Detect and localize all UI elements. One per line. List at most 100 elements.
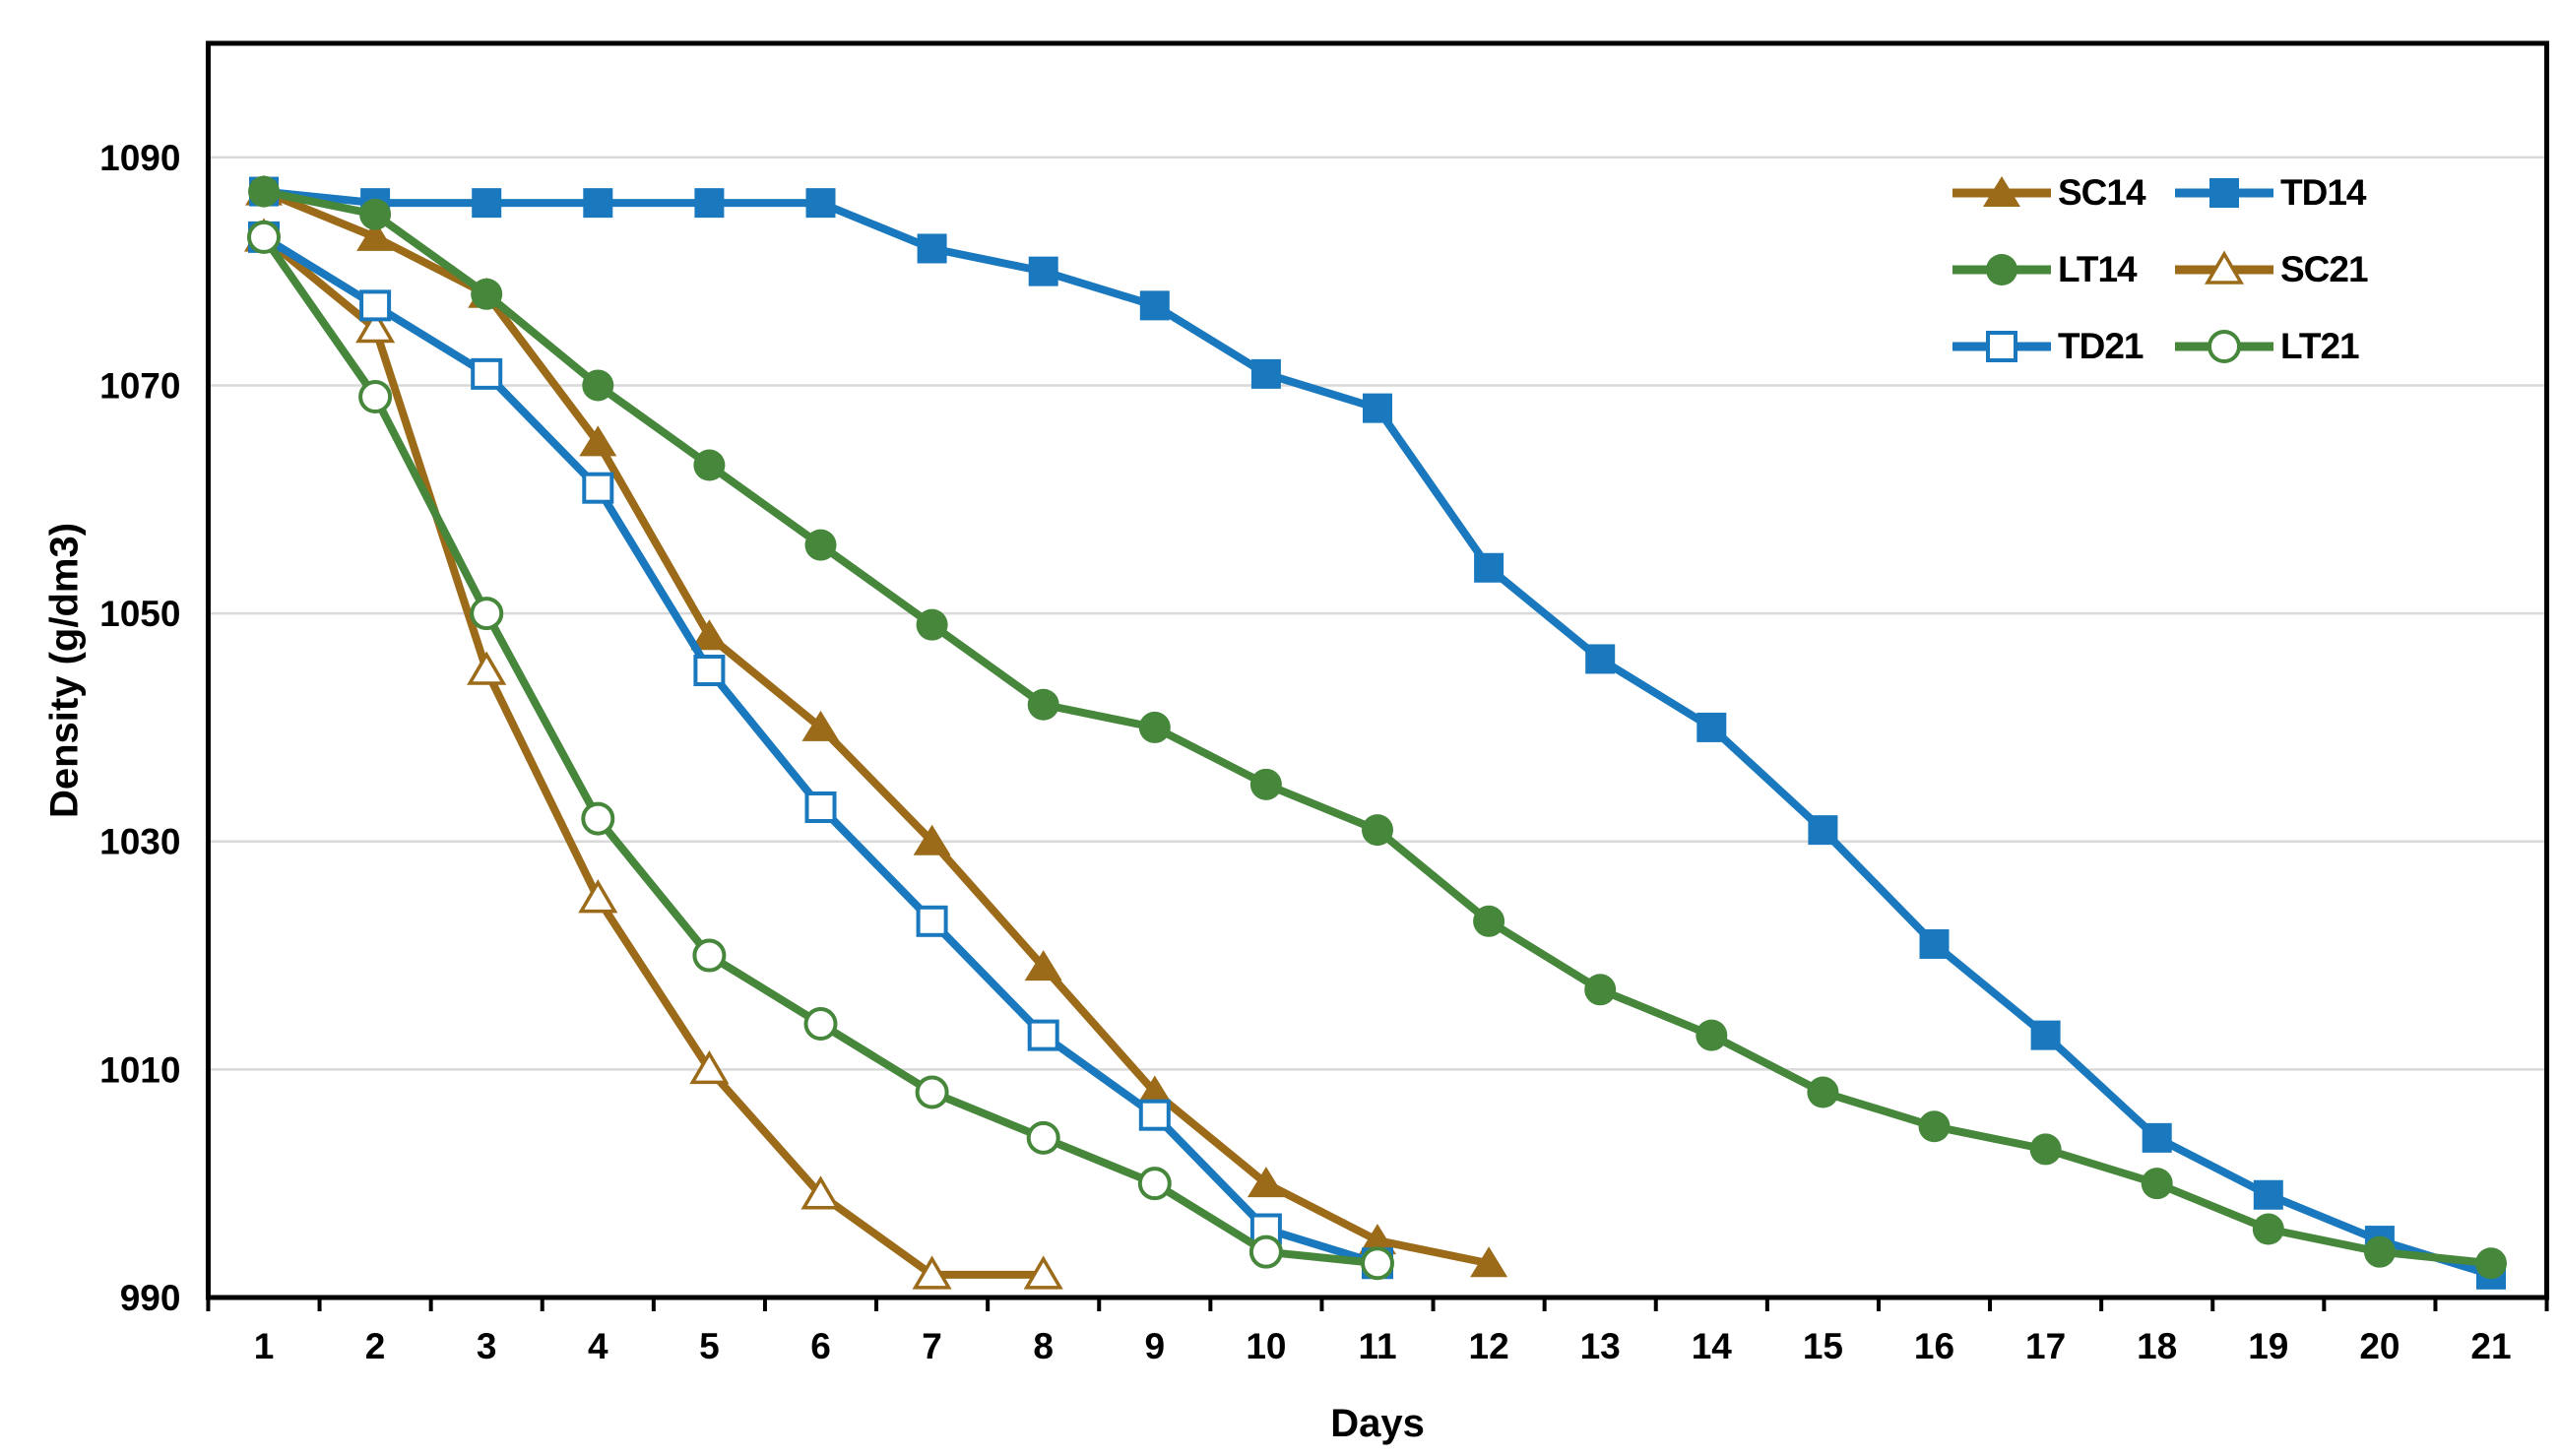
marker-LT14-day-13 — [1584, 974, 1617, 1006]
x-tick-label-6: 6 — [810, 1326, 831, 1366]
marker-LT14-day-5 — [693, 449, 726, 481]
legend-marker-sc14-icon — [1952, 176, 2051, 207]
marker-LT14-day-11 — [1362, 814, 1393, 847]
y-tick-label-990: 990 — [120, 1278, 181, 1318]
marker-SC14-day-2 — [356, 220, 395, 251]
marker-TD14-day-5 — [694, 188, 725, 219]
marker-LT14-day-1 — [248, 175, 280, 208]
marker-LT14-day-9 — [1138, 711, 1171, 743]
marker-LT14-day-21 — [2475, 1247, 2507, 1280]
x-tick-label-13: 13 — [1580, 1326, 1621, 1366]
marker-LT14-day-7 — [916, 608, 948, 641]
legend-marker-td14-icon — [2175, 178, 2273, 208]
marker-SC21-day-7 — [912, 1255, 952, 1290]
marker-SC14-day-9 — [1135, 1075, 1174, 1107]
marker-LT14-day-14 — [1696, 1019, 1728, 1051]
legend-label-lt21: LT21 — [2280, 326, 2360, 366]
x-tick-label-8: 8 — [1033, 1326, 1054, 1366]
x-tick-label-3: 3 — [477, 1326, 497, 1366]
marker-LT21-day-11 — [1361, 1246, 1394, 1281]
marker-TD21-day-6 — [804, 791, 837, 823]
marker-SC14-day-6 — [801, 710, 840, 741]
marker-TD21-day-8 — [1027, 1019, 1059, 1051]
marker-LT21-day-8 — [1026, 1120, 1060, 1155]
marker-LT14-day-20 — [2363, 1235, 2396, 1268]
legend-label-sc21: SC21 — [2280, 249, 2369, 289]
legend: SC14 TD14 LT14 SC21 TD21 LT21 — [1952, 155, 2398, 385]
marker-SC14-day-5 — [690, 619, 729, 651]
x-axis-title: Days — [1330, 1402, 1425, 1445]
marker-LT14-day-15 — [1807, 1076, 1839, 1108]
x-tick-label-11: 11 — [1358, 1326, 1396, 1366]
legend-label-lt14: LT14 — [2058, 249, 2138, 289]
y-axis-title: Density (g/dm3) — [42, 522, 87, 819]
y-tick-label-1090: 1090 — [99, 138, 180, 178]
marker-TD14-day-12 — [1474, 552, 1504, 583]
x-tick-label-18: 18 — [2137, 1326, 2177, 1366]
marker-LT21-day-10 — [1248, 1234, 1283, 1269]
marker-SC21-day-2 — [355, 309, 396, 344]
marker-TD14-day-4 — [583, 188, 613, 219]
legend-item-sc14: SC14 — [1952, 155, 2175, 231]
marker-SC14-day-7 — [913, 824, 951, 855]
marker-LT21-day-9 — [1137, 1167, 1172, 1201]
x-tick-label-17: 17 — [2025, 1326, 2066, 1366]
marker-TD14-day-11 — [1363, 393, 1392, 423]
marker-LT21-day-1 — [247, 220, 281, 254]
marker-LT14-day-6 — [804, 529, 837, 561]
series-line-LT21 — [260, 232, 1381, 1268]
marker-LT14-day-17 — [2029, 1133, 2062, 1166]
marker-LT21-day-4 — [581, 801, 615, 836]
plot-area-frame — [205, 40, 2550, 1300]
marker-LT14-day-3 — [471, 278, 503, 310]
series-line-SC21 — [260, 232, 1048, 1279]
marker-SC21-day-6 — [800, 1175, 841, 1210]
marker-LT21-day-2 — [358, 380, 393, 414]
legend-marker-shape — [2204, 250, 2245, 285]
x-tick-label-12: 12 — [1469, 1326, 1509, 1366]
marker-TD14-day-17 — [2030, 1020, 2061, 1050]
x-tick-label-15: 15 — [1803, 1326, 1843, 1366]
y-tick-label-1010: 1010 — [99, 1049, 180, 1090]
y-tick-label-1070: 1070 — [99, 365, 180, 406]
marker-LT14-day-4 — [582, 369, 614, 402]
legend-marker-sc21-icon — [2175, 250, 2273, 285]
marker-TD21-day-9 — [1138, 1099, 1171, 1131]
marker-LT14-day-18 — [2141, 1168, 2173, 1200]
legend-label-sc14: SC14 — [2058, 172, 2146, 213]
marker-SC14-day-8 — [1024, 950, 1062, 981]
marker-SC14-day-11 — [1359, 1224, 1396, 1255]
marker-TD21-day-2 — [359, 289, 392, 322]
x-tick-label-14: 14 — [1692, 1326, 1733, 1366]
marker-TD14-day-14 — [1696, 712, 1727, 742]
y-tick-label-1050: 1050 — [99, 594, 180, 634]
series-line-TD21 — [260, 232, 1381, 1268]
legend-marker-shape — [1986, 254, 2017, 285]
marker-TD21-day-3 — [471, 357, 503, 390]
marker-LT14-day-16 — [1918, 1110, 1951, 1143]
marker-SC14-day-10 — [1247, 1167, 1285, 1198]
x-tick-label-1: 1 — [254, 1326, 275, 1366]
marker-SC14-day-4 — [579, 425, 617, 457]
legend-marker-lt14-icon — [1952, 254, 2051, 285]
marker-LT21-day-5 — [692, 938, 727, 973]
marker-LT14-day-8 — [1027, 688, 1059, 721]
x-tick-label-20: 20 — [2359, 1326, 2400, 1366]
marker-LT14-day-2 — [359, 198, 392, 230]
marker-TD14-day-3 — [472, 188, 502, 219]
legend-item-td14: TD14 — [2175, 155, 2398, 231]
marker-LT21-day-6 — [803, 1007, 838, 1042]
legend-item-sc21: SC21 — [2175, 231, 2398, 308]
marker-LT14-day-12 — [1473, 905, 1505, 937]
marker-TD14-day-7 — [917, 233, 947, 264]
marker-TD14-day-9 — [1139, 290, 1170, 321]
legend-label-td21: TD21 — [2058, 326, 2144, 366]
x-tick-label-2: 2 — [365, 1326, 386, 1366]
legend-marker-shape — [1983, 176, 2020, 207]
x-tick-label-4: 4 — [588, 1326, 608, 1366]
marker-TD14-day-19 — [2253, 1179, 2283, 1210]
marker-TD21-day-4 — [582, 472, 614, 504]
marker-TD14-day-10 — [1250, 358, 1281, 389]
